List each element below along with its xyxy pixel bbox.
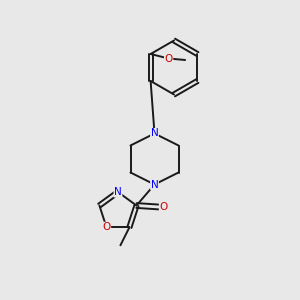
Text: N: N [114, 187, 122, 197]
Text: O: O [164, 53, 173, 64]
Text: O: O [102, 222, 111, 232]
Text: N: N [151, 179, 158, 190]
Text: O: O [159, 202, 168, 212]
Text: N: N [151, 128, 158, 139]
